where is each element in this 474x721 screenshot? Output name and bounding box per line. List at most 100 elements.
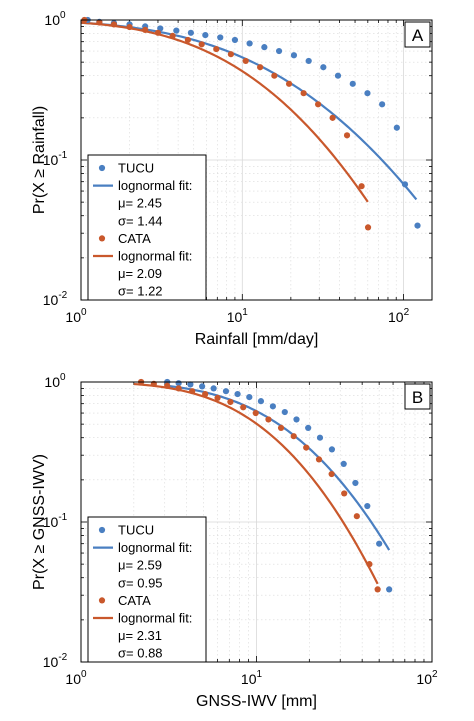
cata-data-point bbox=[189, 388, 196, 395]
cata-data-point bbox=[184, 36, 192, 44]
x-tick-label: 102 bbox=[388, 307, 410, 325]
tucu-legend-marker bbox=[98, 164, 106, 172]
cata-fit-line bbox=[133, 382, 379, 585]
tucu-data-point bbox=[401, 181, 409, 188]
plot-frame bbox=[80, 381, 433, 663]
cata-data-point bbox=[240, 404, 247, 411]
y-tick-label: 10-1 bbox=[43, 512, 68, 530]
y-tick-label: 10-2 bbox=[43, 652, 68, 670]
tucu-data-point bbox=[386, 586, 393, 593]
cata-data-point bbox=[110, 21, 118, 28]
cata-data-point bbox=[341, 490, 348, 497]
tucu-data-point bbox=[305, 424, 312, 432]
tucu-data-point bbox=[316, 434, 324, 441]
x-tick-label: 102 bbox=[416, 669, 438, 687]
x-tick-label: 100 bbox=[65, 307, 87, 325]
y-tick-label: 100 bbox=[44, 10, 66, 28]
legend-entry-text: TUCU bbox=[118, 161, 154, 176]
legend-entry-text: lognormal fit: bbox=[118, 611, 192, 626]
cata-data-point bbox=[242, 57, 249, 65]
plot-frame bbox=[80, 19, 433, 301]
y-axis-label: Pr(X ≥ GNSS-IWV) bbox=[31, 454, 48, 590]
tucu-data-point bbox=[290, 52, 298, 59]
tucu-data-point bbox=[222, 388, 230, 395]
tucu-data-point bbox=[364, 90, 371, 97]
cata-data-point bbox=[169, 32, 176, 39]
tucu-data-point bbox=[376, 540, 383, 547]
cata-data-point bbox=[213, 45, 220, 53]
cata-data-point bbox=[277, 424, 285, 432]
legend-entry-text: lognormal fit: bbox=[118, 178, 192, 193]
panel-label-box bbox=[404, 383, 431, 410]
cata-data-point bbox=[358, 183, 365, 190]
tick-labels: 100 101 102 100 10-1 10-2 bbox=[43, 10, 410, 325]
cata-data-point bbox=[175, 385, 182, 392]
tick-labels: 100 101 102 100 10-1 10-2 bbox=[43, 372, 438, 687]
tucu-legend-marker bbox=[98, 526, 106, 534]
tucu-data-point bbox=[293, 416, 300, 423]
y-axis-label: Pr(X ≥ Rainfall) bbox=[31, 106, 48, 214]
series-group bbox=[80, 16, 421, 231]
cata-data-point bbox=[198, 41, 205, 48]
legend-entry-text: μ= 2.09 bbox=[118, 266, 162, 281]
cata-data-point bbox=[329, 114, 336, 121]
panel-label: B bbox=[404, 383, 431, 410]
x-axis-label: Rainfall [mm/day] bbox=[195, 331, 319, 348]
cata-data-point bbox=[214, 394, 221, 401]
tucu-data-point bbox=[334, 72, 342, 79]
cata-data-point bbox=[300, 90, 307, 97]
cata-data-point bbox=[328, 470, 335, 478]
tucu-data-point bbox=[393, 124, 400, 131]
grid bbox=[81, 20, 432, 300]
legend-entry-text: lognormal fit: bbox=[118, 249, 192, 264]
y-tick-label: 100 bbox=[44, 372, 66, 390]
tucu-data-point bbox=[281, 408, 288, 416]
cata-data-point bbox=[257, 64, 264, 71]
tucu-data-point bbox=[202, 32, 209, 39]
legend-entry-text: μ= 2.45 bbox=[118, 196, 162, 211]
tucu-data-point bbox=[275, 47, 283, 55]
chart-panel-a: 100 101 102 100 10-1 10-2 Rainfall [mm/day] Pr(… bbox=[31, 10, 433, 348]
legend-entry-text: σ= 1.22 bbox=[118, 284, 163, 299]
cata-data-point bbox=[343, 132, 351, 139]
cata-data-point bbox=[154, 29, 162, 36]
x-tick-label: 101 bbox=[241, 669, 263, 687]
tucu-data-point bbox=[352, 479, 359, 487]
cata-data-point bbox=[314, 101, 322, 108]
legend-entry-text: CATA bbox=[118, 593, 151, 608]
y-tick-label: 10-2 bbox=[43, 290, 68, 308]
legend-entry-text: σ= 0.95 bbox=[118, 575, 163, 590]
tucu-data-point bbox=[217, 34, 224, 41]
tucu-data-point bbox=[269, 403, 276, 410]
legend-entry-text: μ= 2.59 bbox=[118, 558, 162, 573]
cata-data-point bbox=[315, 456, 323, 463]
cata-data-point bbox=[164, 382, 171, 389]
cata-data-point bbox=[374, 586, 381, 593]
tucu-data-point bbox=[328, 446, 336, 453]
cata-data-point bbox=[353, 513, 360, 520]
legend-box bbox=[87, 516, 207, 663]
legend-entry-text: CATA bbox=[118, 231, 151, 246]
legend: TUCU lognormal fit: μ= 2.45 σ= 1.44 CATA logn… bbox=[87, 154, 207, 301]
x-tick-label: 101 bbox=[227, 307, 249, 325]
tucu-data-point bbox=[231, 36, 239, 44]
tucu-data-point bbox=[257, 398, 265, 405]
legend-entry-text: σ= 0.88 bbox=[118, 646, 163, 661]
legend: TUCU lognormal fit: μ= 2.59 σ= 0.95 CATA logn… bbox=[87, 516, 207, 663]
tucu-data-point bbox=[305, 57, 312, 65]
series-group bbox=[133, 378, 393, 593]
cata-data-point bbox=[202, 390, 209, 398]
cata-data-point bbox=[227, 398, 234, 406]
cata-data-point bbox=[271, 72, 278, 79]
tucu-data-point bbox=[379, 101, 386, 108]
cata-data-point bbox=[96, 19, 103, 26]
panel-label-box bbox=[404, 21, 431, 48]
legend-entry-text: lognormal fit: bbox=[118, 540, 192, 555]
tucu-data-point bbox=[199, 383, 206, 390]
x-axis-label: GNSS-IWV [mm] bbox=[196, 693, 317, 710]
legend-entry-text: σ= 1.44 bbox=[118, 213, 163, 228]
cata-data-point bbox=[126, 23, 133, 31]
panel-label-text: A bbox=[412, 26, 424, 45]
tucu-data-point bbox=[187, 29, 194, 36]
